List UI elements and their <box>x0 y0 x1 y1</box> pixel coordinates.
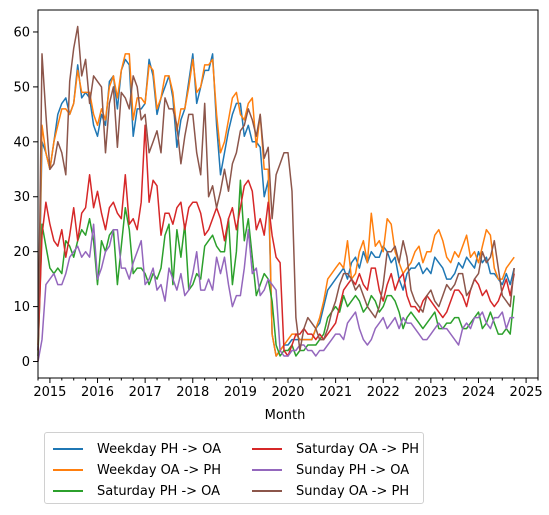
y-tick-label: 40 <box>13 135 30 150</box>
y-tick-label: 10 <box>13 300 30 315</box>
x-tick-label: 2023 <box>414 385 447 400</box>
x-tick-label: 2022 <box>367 385 400 400</box>
plot-frame <box>37 9 539 379</box>
x-tick-label: 2020 <box>271 385 304 400</box>
x-tick-label: 2018 <box>176 385 209 400</box>
legend: Weekday PH -> OA Weekday OA -> PH Saturday… <box>44 432 424 504</box>
legend-label: Weekday PH -> OA <box>97 441 222 457</box>
legend-swatch <box>53 490 83 492</box>
legend-swatch <box>53 448 83 450</box>
series-line-2 <box>37 53 515 357</box>
series-line-3 <box>37 179 515 357</box>
series-line-5 <box>37 223 515 362</box>
x-tick-label: 2019 <box>224 385 257 400</box>
legend-item-3: Saturday PH -> OA <box>53 481 252 501</box>
legend-label: Saturday PH -> OA <box>97 483 221 499</box>
x-tick-label: 2025 <box>510 385 543 400</box>
legend-item-5: Sunday PH -> OA <box>252 460 419 480</box>
legend-swatch <box>252 448 282 450</box>
series-line-6 <box>37 25 515 362</box>
y-tick-label: 60 <box>13 25 30 40</box>
y-tick-label: 20 <box>13 245 30 260</box>
legend-item-6: Sunday OA -> PH <box>252 481 419 501</box>
legend-swatch <box>53 469 83 471</box>
y-axis-ticks: 0 10 20 30 40 50 60 <box>13 25 38 370</box>
legend-item-2: Weekday OA -> PH <box>53 460 252 480</box>
legend-label: Weekday OA -> PH <box>97 462 222 478</box>
y-tick-label: 0 <box>22 355 30 370</box>
x-tick-label: 2021 <box>319 385 352 400</box>
y-tick-label: 50 <box>13 80 30 95</box>
x-tick-label: 2017 <box>129 385 162 400</box>
legend-label: Saturday OA -> PH <box>296 441 420 457</box>
x-tick-label: 2024 <box>462 385 495 400</box>
y-tick-label: 30 <box>13 190 30 205</box>
legend-label: Sunday PH -> OA <box>296 462 410 478</box>
series-line-1 <box>37 53 515 357</box>
legend-swatch <box>252 490 282 492</box>
legend-swatch <box>252 469 282 471</box>
legend-item-4: Saturday OA -> PH <box>252 439 419 459</box>
legend-item-1: Weekday PH -> OA <box>53 439 252 459</box>
x-axis-label: Month <box>265 408 306 423</box>
series-lines <box>37 25 515 362</box>
x-tick-label: 2016 <box>81 385 114 400</box>
x-axis-ticks: 2015 2016 2017 2018 2019 2020 2021 2022 2023 2024… <box>33 378 543 400</box>
series-line-4 <box>37 124 515 357</box>
x-tick-label: 2015 <box>33 385 66 400</box>
legend-label: Sunday OA -> PH <box>296 483 410 499</box>
